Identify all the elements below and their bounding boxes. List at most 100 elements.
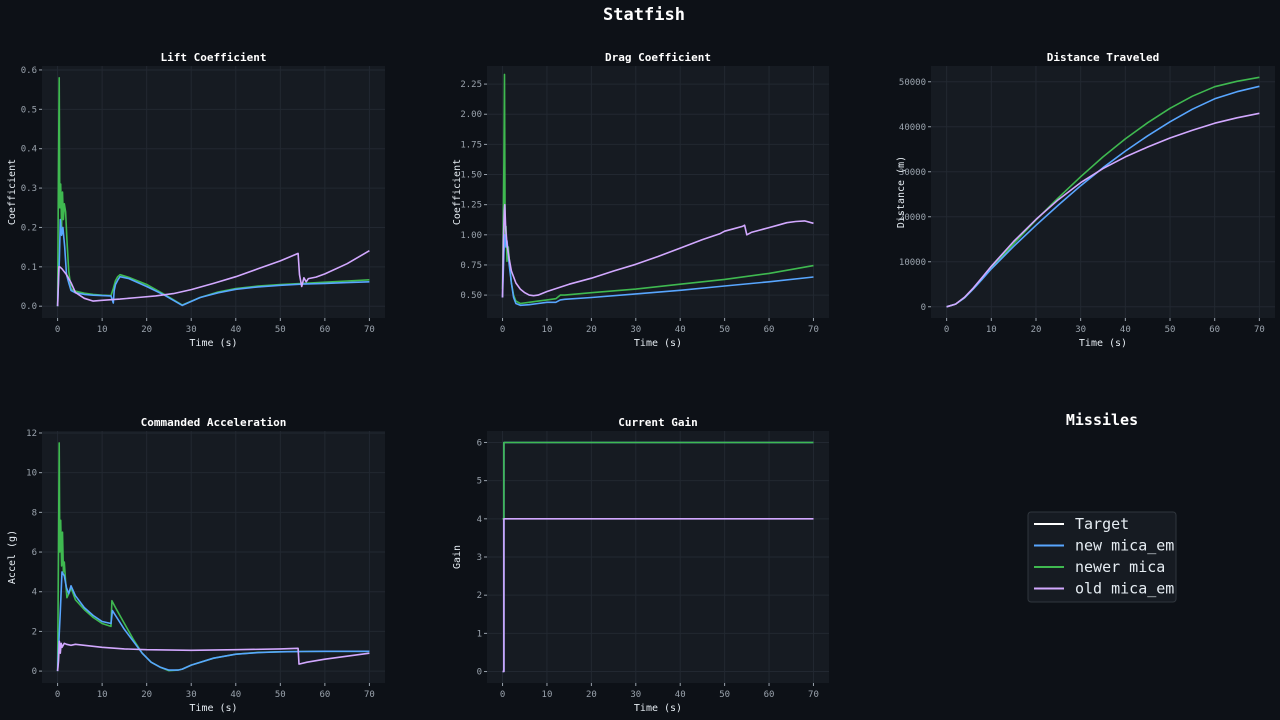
x-tick-label: 10 xyxy=(97,690,108,700)
chart-title: Commanded Acceleration xyxy=(141,416,287,429)
x-tick-label: 40 xyxy=(675,325,686,335)
series-line-new-mica-em xyxy=(56,571,370,672)
y-tick-label: 1.50 xyxy=(460,171,482,181)
legend-box xyxy=(1027,511,1177,603)
y-tick-label: 6 xyxy=(477,438,482,448)
y-axis-label: Gain xyxy=(452,545,463,569)
x-axis-label: Time (s) xyxy=(189,338,237,349)
x-tick-label: 20 xyxy=(141,325,152,335)
y-tick-label: 10 xyxy=(26,469,37,479)
y-tick-label: 10000 xyxy=(899,258,926,268)
x-tick-label: 70 xyxy=(808,325,819,335)
legend-title: Missiles xyxy=(1066,411,1138,429)
y-tick-label: 2 xyxy=(477,591,482,601)
legend-entry-label: newer mica xyxy=(1075,558,1165,576)
y-tick-label: 4 xyxy=(32,588,37,598)
x-tick-label: 10 xyxy=(542,325,553,335)
y-tick-label: 0 xyxy=(921,303,926,313)
y-tick-label: 1 xyxy=(477,629,482,639)
series-line-old-mica-em xyxy=(56,640,370,672)
y-tick-label: 0.4 xyxy=(21,145,37,155)
x-tick-label: 50 xyxy=(275,690,286,700)
x-axis-label: Time (s) xyxy=(189,703,237,714)
chart-5: 0 10 20 30 40 50 60 70 0 1 2 3 4 5 6 Current Gain Time (… xyxy=(452,416,829,714)
chart-3: 0 10 20 30 40 50 60 70 0 10000 20000 30000 40000 5000… xyxy=(896,51,1275,349)
y-tick-label: 2.00 xyxy=(460,110,482,120)
series-line-old-mica-em xyxy=(501,203,814,298)
y-tick-label: 20000 xyxy=(899,213,926,223)
y-tick-label: 50000 xyxy=(899,78,926,88)
chart-title: Current Gain xyxy=(618,416,697,429)
chart-2: 0 10 20 30 40 50 60 70 0.50 0.75 1.00 1.25 1.50 1.75 2… xyxy=(452,51,829,349)
x-tick-label: 10 xyxy=(542,690,553,700)
y-tick-label: 6 xyxy=(32,548,37,558)
x-tick-label: 70 xyxy=(808,690,819,700)
charts: 0 10 20 30 40 50 60 700.00.10.20.30.40.50.6Lift… xyxy=(7,51,1275,714)
legend-entry-label: Target xyxy=(1075,515,1129,533)
chart-title: Distance Traveled xyxy=(1047,51,1160,64)
y-axis-label: Coefficient xyxy=(452,159,463,225)
y-tick-label: 1.75 xyxy=(460,140,482,150)
figure-title: Statfish xyxy=(603,5,685,25)
x-tick-label: 50 xyxy=(719,690,730,700)
x-tick-label: 60 xyxy=(319,690,330,700)
x-tick-label: 60 xyxy=(764,325,775,335)
x-tick-label: 40 xyxy=(230,690,241,700)
x-tick-label: 20 xyxy=(1031,325,1042,335)
plot-area xyxy=(42,66,385,318)
x-tick-label: 10 xyxy=(986,325,997,335)
y-tick-label: 2 xyxy=(32,627,37,637)
x-tick-label: 60 xyxy=(1209,325,1220,335)
plot-area xyxy=(931,66,1275,318)
x-tick-label: 70 xyxy=(1254,325,1265,335)
y-tick-label: 0.2 xyxy=(21,223,37,233)
x-tick-label: 0 xyxy=(500,690,505,700)
x-tick-label: 50 xyxy=(1165,325,1176,335)
chart-title: Drag Coefficient xyxy=(605,51,711,64)
x-tick-label: 20 xyxy=(586,690,597,700)
x-tick-label: 50 xyxy=(719,325,730,335)
y-tick-label: 0.5 xyxy=(21,105,37,115)
x-tick-label: 70 xyxy=(364,690,375,700)
y-tick-label: 0.3 xyxy=(21,184,37,194)
x-tick-label: 30 xyxy=(630,325,641,335)
y-axis-label: Distance (m) xyxy=(896,156,907,228)
legend-entry-label: old mica_em xyxy=(1075,580,1174,598)
y-tick-label: 40000 xyxy=(899,123,926,133)
plot-area xyxy=(487,66,829,318)
y-tick-label: 1.25 xyxy=(460,201,482,211)
y-tick-label: 0.50 xyxy=(460,291,482,301)
y-axis-label: Coefficient xyxy=(7,159,18,225)
y-tick-label: 4 xyxy=(477,515,482,525)
y-tick-label: 0 xyxy=(477,668,482,678)
y-tick-label: 0.1 xyxy=(21,263,37,273)
y-tick-label: 2.25 xyxy=(460,80,482,90)
x-tick-label: 20 xyxy=(586,325,597,335)
plot-area xyxy=(42,431,385,683)
y-tick-label: 8 xyxy=(32,508,37,518)
x-tick-label: 50 xyxy=(275,325,286,335)
series-line-old-mica-em xyxy=(56,250,370,307)
x-axis-label: Time (s) xyxy=(634,338,682,349)
x-axis-label: Time (s) xyxy=(1079,338,1127,349)
y-tick-label: 0 xyxy=(32,667,37,677)
y-tick-label: 3 xyxy=(477,553,482,563)
x-tick-label: 0 xyxy=(944,325,949,335)
chart-4: 0 10 20 30 40 50 60 70 0 2 4 6 8 10 12 Commanded Accele… xyxy=(7,416,385,714)
y-tick-label: 0.75 xyxy=(460,261,482,271)
x-tick-label: 20 xyxy=(141,690,152,700)
x-tick-label: 60 xyxy=(764,690,775,700)
chart-1: 0 10 20 30 40 50 60 70 0.0 0.1 0.2 0.3 0.4 0.5 0.6 Lift… xyxy=(7,51,385,349)
x-tick-label: 40 xyxy=(675,690,686,700)
x-tick-label: 70 xyxy=(364,325,375,335)
x-tick-label: 40 xyxy=(1120,325,1131,335)
x-tick-label: 0 xyxy=(55,690,60,700)
y-tick-label: 5 xyxy=(477,477,482,487)
series-line-old-mica-em xyxy=(502,517,814,673)
y-tick-label: 0.6 xyxy=(21,66,37,76)
y-tick-label: 12 xyxy=(26,429,37,439)
y-axis-label: Accel (g) xyxy=(7,530,18,584)
